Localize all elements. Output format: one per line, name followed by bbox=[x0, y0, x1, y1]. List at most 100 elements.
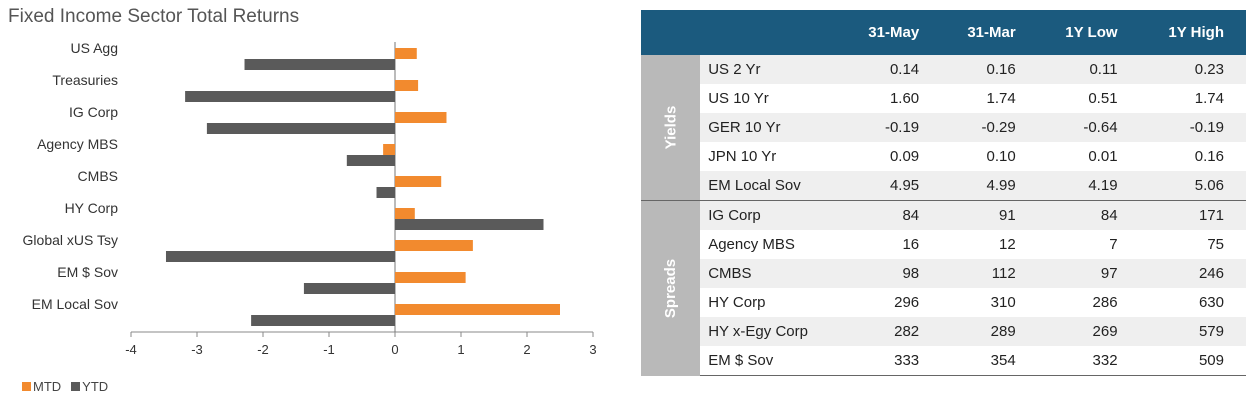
bar-ytd bbox=[165, 251, 395, 262]
cell-value: 0.16 bbox=[941, 55, 1038, 84]
table-row: HY Corp 296 310 286 630 bbox=[641, 288, 1246, 317]
cell-value: 282 bbox=[841, 317, 942, 346]
cell-value: 332 bbox=[1037, 346, 1140, 376]
category-label: EM Local Sov bbox=[32, 296, 118, 312]
cell-value: 84 bbox=[841, 200, 942, 230]
cell-value: 1.74 bbox=[1194, 90, 1224, 107]
group-label-yields: Yields bbox=[641, 55, 701, 201]
table-row: Spreads IG Corp 84 91 84 171 bbox=[641, 200, 1246, 376]
cell-value: -0.29 bbox=[941, 113, 1038, 142]
category-label: CMBS bbox=[78, 168, 118, 184]
cell-value: 0.11 bbox=[1037, 55, 1140, 84]
table-row: Yields US 2 Yr 0.14 0.16 0.11 0.23 bbox=[641, 55, 1246, 201]
row-label: HY x-Egy Corp bbox=[700, 317, 842, 346]
bar-mtd bbox=[395, 240, 473, 251]
legend-label-mtd: MTD bbox=[33, 379, 62, 394]
cell-value: 286 bbox=[1092, 294, 1118, 311]
cell-value: 12 bbox=[999, 236, 1016, 253]
header-31-may: 31-May bbox=[841, 10, 942, 55]
cell-value: 269 bbox=[1037, 317, 1140, 346]
chart-legend: MTD YTD bbox=[22, 379, 114, 394]
cell-value: 0.14 bbox=[841, 55, 942, 84]
cell-value: 296 bbox=[894, 294, 920, 311]
group-label-text: Yields bbox=[662, 105, 680, 150]
category-label: HY Corp bbox=[65, 200, 119, 216]
bar-mtd bbox=[395, 80, 419, 91]
group-label-spreads: Spreads bbox=[641, 200, 701, 376]
category-label: US Agg bbox=[71, 40, 118, 56]
cell-value: 75 bbox=[1207, 236, 1224, 253]
cell-value: 0.23 bbox=[1139, 55, 1246, 84]
bar-ytd bbox=[303, 283, 395, 294]
bar-ytd bbox=[206, 123, 395, 134]
row-label: JPN 10 Yr bbox=[708, 148, 777, 165]
category-label: IG Corp bbox=[69, 104, 118, 120]
cell-value: 16 bbox=[902, 236, 920, 253]
cell-value: 289 bbox=[941, 317, 1038, 346]
header-corner-2 bbox=[700, 10, 842, 55]
bar-ytd bbox=[251, 315, 395, 326]
x-tick-label: -2 bbox=[257, 342, 269, 357]
legend-label-ytd: YTD bbox=[82, 379, 109, 394]
x-tick-label: 1 bbox=[457, 342, 464, 357]
bar-mtd bbox=[395, 208, 415, 219]
row-label: CMBS bbox=[700, 259, 842, 288]
table-row: EM Local Sov 4.95 4.99 4.19 5.06 bbox=[641, 171, 1246, 201]
bar-mtd bbox=[395, 176, 442, 187]
chart-title: Fixed Income Sector Total Returns bbox=[8, 6, 300, 27]
cell-value: 354 bbox=[941, 346, 1038, 376]
row-label: EM $ Sov bbox=[700, 346, 842, 376]
bar-ytd bbox=[395, 219, 544, 230]
category-label: Global xUS Tsy bbox=[23, 232, 118, 248]
cell-value: 84 bbox=[1037, 200, 1140, 230]
table-row: HY x-Egy Corp 282 289 269 579 bbox=[641, 317, 1246, 346]
table-row: JPN 10 Yr 0.09 0.10 0.01 0.16 bbox=[641, 142, 1246, 171]
x-tick-label: -4 bbox=[125, 342, 137, 357]
cell-value: 91 bbox=[941, 200, 1038, 230]
cell-value: 0.01 bbox=[1088, 148, 1118, 165]
cell-value: 509 bbox=[1139, 346, 1246, 376]
row-label: US 10 Yr bbox=[708, 90, 769, 107]
cell-value: 630 bbox=[1198, 294, 1224, 311]
row-label: IG Corp bbox=[700, 200, 842, 230]
cell-value: 171 bbox=[1139, 200, 1246, 230]
cell-value: 112 bbox=[941, 259, 1038, 288]
cell-value: 4.99 bbox=[941, 171, 1038, 201]
header-corner bbox=[641, 10, 701, 55]
legend-swatch-mtd bbox=[22, 382, 31, 391]
row-label: HY Corp bbox=[708, 294, 766, 311]
cell-value: 4.95 bbox=[841, 171, 942, 201]
bar-mtd bbox=[395, 112, 447, 123]
cell-value: 5.06 bbox=[1139, 171, 1246, 201]
cell-value: -0.19 bbox=[1139, 113, 1246, 142]
table-header-row: 31-May 31-Mar 1Y Low 1Y High bbox=[641, 10, 1246, 55]
cell-value: 98 bbox=[841, 259, 942, 288]
row-label: EM Local Sov bbox=[700, 171, 842, 201]
cell-value: 579 bbox=[1139, 317, 1246, 346]
bar-mtd bbox=[395, 304, 560, 315]
bar-chart: -4 -3 -2 -1 0 1 2 3 US Agg Treasuries IG Corp Agenc… bbox=[23, 40, 597, 357]
cell-value: 0.51 bbox=[1088, 90, 1118, 107]
row-label: Agency MBS bbox=[708, 236, 795, 253]
header-1y-high: 1Y High bbox=[1139, 10, 1246, 55]
category-label: EM $ Sov bbox=[57, 264, 118, 280]
header-1y-low: 1Y Low bbox=[1037, 10, 1140, 55]
bar-ytd bbox=[376, 187, 395, 198]
bar-ytd bbox=[244, 59, 395, 70]
cell-value: 333 bbox=[841, 346, 942, 376]
cell-value: 0.16 bbox=[1194, 148, 1224, 165]
table-row: US 10 Yr 1.60 1.74 0.51 1.74 bbox=[641, 84, 1246, 113]
category-label: Agency MBS bbox=[37, 136, 118, 152]
cell-value: 0.10 bbox=[986, 148, 1016, 165]
row-label: US 2 Yr bbox=[700, 55, 842, 84]
x-tick-label: 3 bbox=[589, 342, 596, 357]
table-row: EM $ Sov 333 354 332 509 bbox=[641, 346, 1246, 376]
cell-value: 4.19 bbox=[1037, 171, 1140, 201]
cell-value: 310 bbox=[990, 294, 1016, 311]
bar-mtd bbox=[383, 144, 395, 155]
bar-ytd bbox=[346, 155, 395, 166]
table-row: CMBS 98 112 97 246 bbox=[641, 259, 1246, 288]
rates-table: 31-May 31-Mar 1Y Low 1Y High Yields US 2 … bbox=[641, 10, 1246, 376]
cell-value: 97 bbox=[1037, 259, 1140, 288]
cell-value: 7 bbox=[1109, 236, 1118, 253]
